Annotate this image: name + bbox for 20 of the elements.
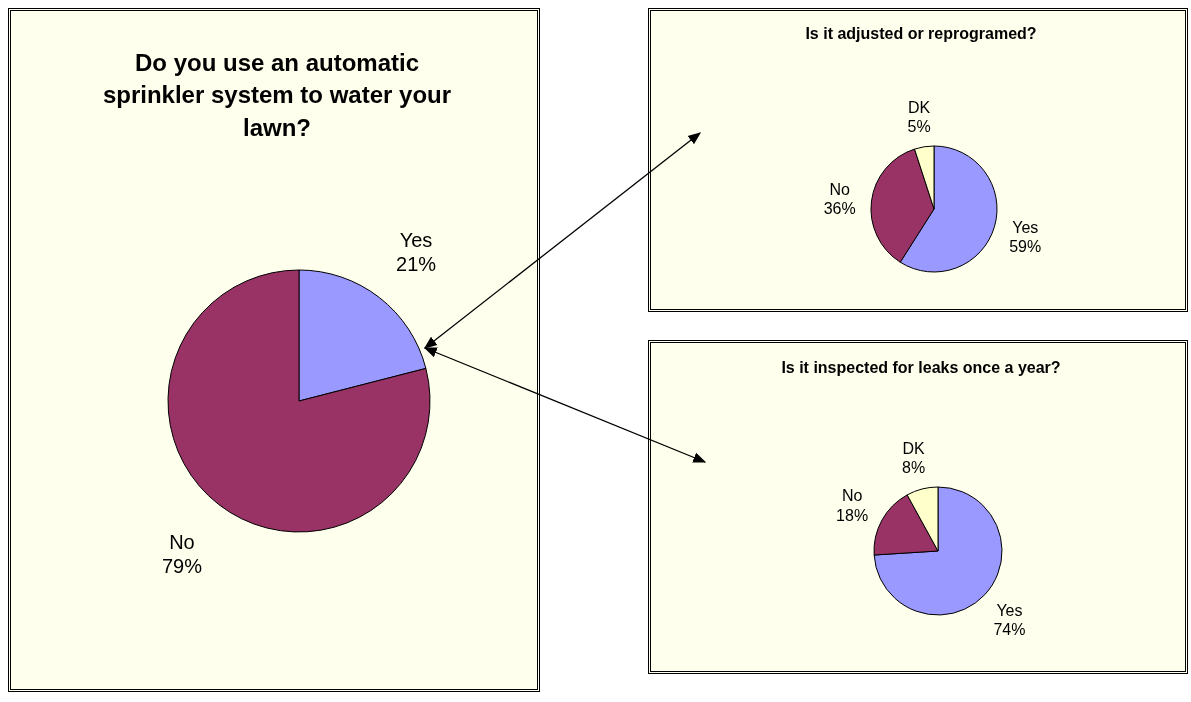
slice-label: No [169, 530, 195, 553]
data-label: 18% [836, 506, 869, 524]
data-label: 36% [823, 199, 856, 217]
slice-label: Yes [1012, 219, 1039, 237]
slice-label: DK [902, 439, 926, 457]
slice-label: No [829, 180, 851, 198]
data-label: 5% [907, 117, 931, 135]
slice-label: Yes [399, 229, 433, 252]
chart-title: Is it inspected for leaks once a year? [780, 358, 1062, 378]
data-label: 59% [1009, 238, 1042, 256]
data-label: 74% [993, 620, 1026, 638]
pie-slice [167, 269, 431, 533]
slice-label: DK [908, 98, 931, 116]
data-label: 8% [902, 458, 926, 476]
data-label: 21% [396, 253, 437, 276]
chart-title: Is it adjusted or reprogramed? [804, 24, 1038, 44]
chart-title: Do you use an automatic sprinkler system to water your lawn? [101, 48, 453, 143]
slice-label: Yes [996, 601, 1023, 619]
data-label: 79% [161, 554, 203, 577]
slice-label: No [841, 487, 863, 505]
